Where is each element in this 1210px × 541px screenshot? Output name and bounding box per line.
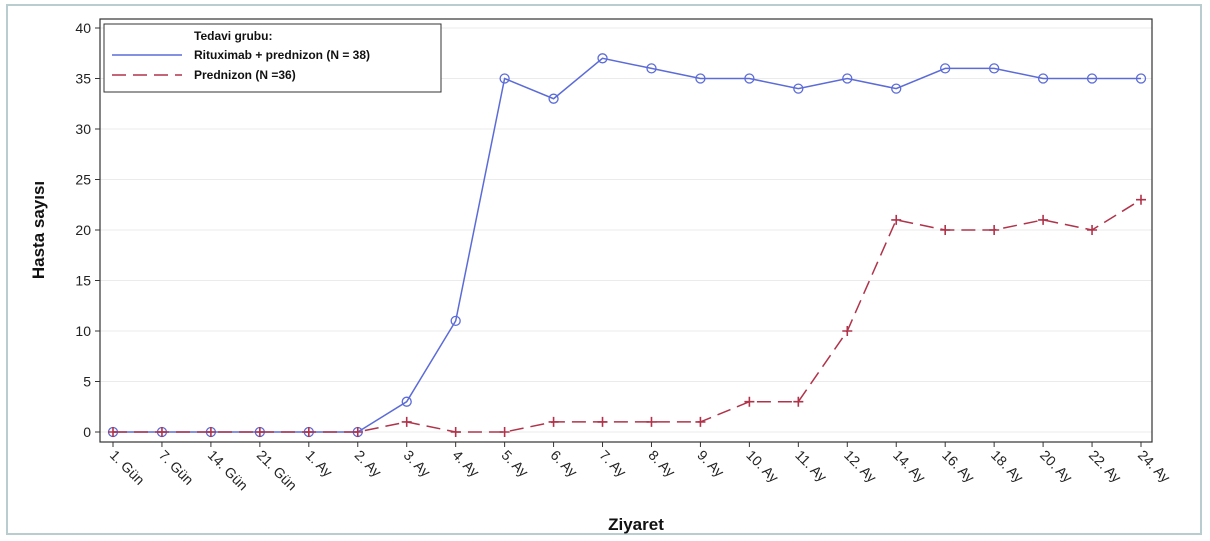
data-point: [744, 396, 755, 407]
data-point: [1038, 214, 1049, 225]
data-point: [205, 427, 216, 437]
data-point: [1135, 73, 1147, 84]
data-point: [842, 73, 853, 84]
data-point: [401, 396, 412, 407]
x-tick-label: 3. Ay: [401, 447, 434, 480]
data-point: [940, 225, 951, 235]
x-tick-label: 7. Ay: [596, 447, 629, 480]
data-point: [744, 73, 755, 84]
data-point: [352, 427, 363, 437]
data-point: [646, 416, 657, 427]
x-tick-label: 20. Ay: [1037, 447, 1076, 486]
data-point: [1136, 194, 1146, 205]
x-tick-label: 9. Ay: [694, 447, 727, 480]
data-point: [548, 416, 559, 427]
legend: Tedavi grubu: Rituximab + prednizon (N =…: [103, 23, 442, 93]
x-tick-label: 1. Ay: [303, 447, 336, 480]
series-prednizon: [108, 194, 1146, 437]
x-tick-label: 5. Ay: [498, 447, 531, 480]
data-point: [548, 93, 559, 104]
data-point: [891, 214, 902, 225]
data-point: [156, 427, 167, 437]
data-point: [254, 427, 265, 437]
y-tick-label: 25: [75, 172, 91, 188]
data-point: [793, 396, 804, 407]
data-point: [1037, 73, 1049, 84]
series-layer: [107, 53, 1147, 438]
x-tick-label: 22. Ay: [1086, 447, 1125, 486]
x-tick-label: 18. Ay: [988, 447, 1027, 486]
data-point: [499, 427, 510, 437]
y-tick-label: 30: [75, 121, 91, 137]
x-tick-label: 1. Gün: [107, 447, 148, 488]
data-point: [499, 73, 510, 84]
series-line: [113, 199, 1142, 433]
x-tick-label: 16. Ay: [939, 447, 978, 486]
data-point: [450, 427, 461, 437]
x-tick-label: 11. Ay: [792, 447, 830, 485]
data-point: [842, 326, 853, 336]
x-axis: 1. Gün 7. Gün 14. Gün 21. Gün 1. Ay 2. Ay 3. A…: [107, 442, 1174, 493]
data-point: [940, 63, 951, 74]
data-point: [108, 427, 118, 437]
x-tick-label: 4. Ay: [450, 447, 483, 480]
x-tick-label: 24. Ay: [1135, 447, 1174, 486]
x-tick-label: 2. Ay: [352, 447, 385, 480]
legend-label-prednizon: Prednizon (N =36): [194, 68, 296, 82]
legend-title: Tedavi grubu:: [194, 29, 272, 43]
x-tick-label: 21. Gün: [254, 447, 301, 494]
legend-label-rituximab: Rituximab + prednizon (N = 38): [194, 48, 370, 62]
data-point: [646, 63, 657, 74]
y-tick-label: 35: [75, 71, 91, 87]
legend-box: [103, 23, 442, 93]
data-point: [695, 416, 706, 427]
x-tick-label: 6. Ay: [547, 447, 580, 480]
y-tick-label: 15: [75, 273, 91, 289]
data-point: [401, 416, 412, 427]
x-tick-label: 14. Ay: [890, 447, 929, 486]
data-point: [989, 225, 1000, 235]
x-tick-label: 14. Gün: [205, 447, 252, 494]
x-axis-title: Ziyaret: [608, 515, 664, 534]
data-point: [303, 427, 314, 437]
y-axis: 0 5 10 15 20 25 30 35 40: [75, 20, 100, 440]
series-rituximab-prednizon: [107, 53, 1147, 438]
data-point: [793, 83, 804, 94]
y-tick-label: 20: [75, 222, 91, 238]
data-point: [1087, 225, 1098, 235]
series-line: [113, 57, 1141, 433]
y-axis-title: Hasta sayısı: [29, 181, 48, 279]
x-tick-label: 10. Ay: [743, 447, 782, 486]
x-tick-label: 12. Ay: [841, 447, 880, 486]
data-point: [891, 83, 902, 94]
y-tick-label: 0: [83, 424, 91, 440]
data-point: [695, 73, 706, 84]
x-tick-label: 8. Ay: [645, 447, 678, 480]
data-point: [450, 315, 461, 327]
y-tick-label: 10: [75, 323, 91, 339]
x-tick-label: 7. Gün: [156, 447, 197, 488]
data-point: [597, 416, 608, 427]
y-tick-label: 40: [75, 20, 91, 36]
data-point: [597, 53, 608, 64]
data-point: [1086, 73, 1098, 84]
data-point: [988, 63, 1000, 74]
y-tick-label: 5: [83, 374, 91, 390]
